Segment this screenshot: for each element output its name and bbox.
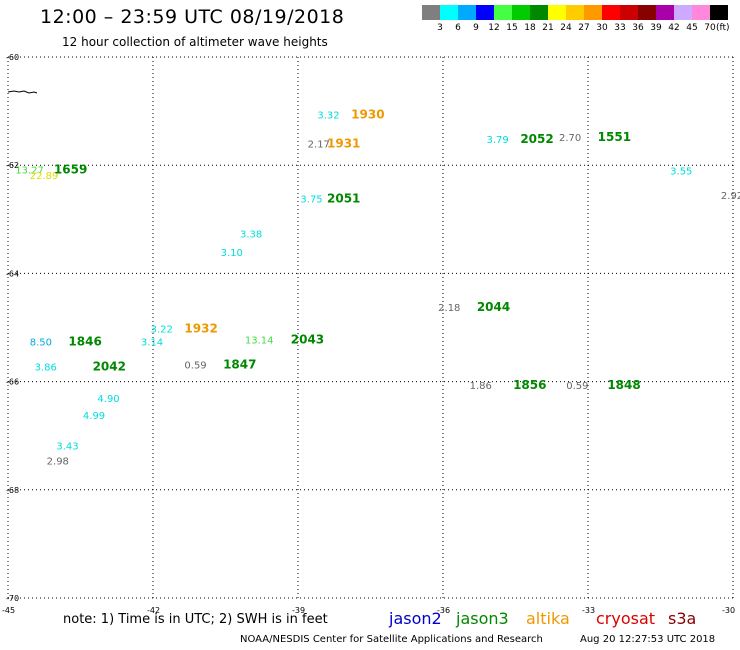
legend-swatch (620, 5, 638, 20)
wave-height-value: 1.86 (470, 381, 492, 392)
wave-height-value: 13.27 (15, 166, 44, 177)
wave-height-value: 3.38 (240, 229, 262, 240)
legend-label: 6 (455, 23, 461, 33)
legend-label: 45 (686, 23, 698, 33)
generated-timestamp: Aug 20 12:27:53 UTC 2018 (580, 634, 716, 645)
legend-label: 36 (632, 23, 644, 33)
map-subtitle: 12 hour collection of altimeter wave hei… (62, 35, 328, 49)
legend-label: 3 (437, 23, 443, 33)
wave-height-value: 13.14 (245, 335, 274, 346)
legend-swatch (440, 5, 458, 20)
legend-swatch (476, 5, 494, 20)
legend-swatch (638, 5, 656, 20)
wave-height-value: 2.92 (721, 191, 740, 202)
longitude-label: -33 (582, 606, 595, 615)
legend-label: 12 (488, 23, 500, 33)
wave-height-value: 3.55 (670, 167, 692, 178)
observation-time: 1930 (351, 107, 384, 121)
longitude-label: -36 (437, 606, 450, 615)
legend-label: 24 (560, 23, 572, 33)
wave-height-value: 3.79 (487, 135, 509, 146)
wave-height-value: 3.86 (35, 362, 57, 373)
legend-swatch (494, 5, 512, 20)
observation-time: 1931 (327, 137, 360, 151)
observation-time: 1932 (184, 322, 217, 336)
legend-label: 33 (614, 23, 626, 33)
legend-swatch (458, 5, 476, 20)
coastline-fragment (7, 90, 38, 94)
legend-swatch (512, 5, 530, 20)
legend-swatch (566, 5, 584, 20)
satellite-name: cryosat (596, 609, 656, 628)
wave-height-value: 0.59 (566, 381, 588, 392)
longitude-label: -45 (2, 606, 15, 615)
observation-time: 2043 (291, 332, 324, 346)
longitude-label: -39 (292, 606, 305, 615)
wave-height-value: 3.75 (300, 195, 322, 206)
wave-height-value: 22.89 (30, 171, 59, 182)
wave-height-value: 4.90 (97, 394, 119, 405)
legend-label: 30 (596, 23, 608, 33)
observation-time: 2051 (327, 192, 360, 206)
legend-swatch (602, 5, 620, 20)
satellite-name: s3a (668, 609, 697, 628)
wave-height-value: 2.17 (308, 140, 330, 151)
observation-time: 2044 (477, 300, 510, 314)
footer-note: note: 1) Time is in UTC; 2) SWH is in fe… (63, 612, 328, 627)
latitude-label: -66 (6, 378, 19, 387)
legend-label: 70 (704, 23, 716, 33)
legend-label: 27 (578, 23, 590, 33)
legend-swatch (548, 5, 566, 20)
wave-height-value: 4.99 (83, 411, 105, 422)
latitude-label: -62 (6, 161, 19, 170)
wave-height-value: 2.18 (438, 303, 460, 314)
legend-swatch (422, 5, 440, 20)
legend-label: 39 (650, 23, 662, 33)
legend-label: 18 (524, 23, 536, 33)
satellite-name: jason2 (389, 609, 442, 628)
observation-time: 1659 (54, 163, 87, 177)
latitude-label: -64 (6, 269, 19, 278)
legend-label: 15 (506, 23, 518, 33)
wave-height-value: 2.98 (47, 457, 69, 468)
wave-height-value: 3.14 (141, 338, 163, 349)
legend-swatch (656, 5, 674, 20)
latitude-label: -60 (6, 53, 19, 62)
latitude-label: -68 (6, 486, 19, 495)
observation-time: 1847 (223, 357, 256, 371)
legend-label: 9 (473, 23, 479, 33)
observation-time: 2052 (520, 132, 553, 146)
legend-swatch (710, 5, 728, 20)
legend-swatch (674, 5, 692, 20)
grid-lines (7, 56, 734, 599)
longitude-label: -30 (722, 606, 735, 615)
latitude-label: -70 (6, 594, 19, 603)
satellite-name: jason3 (456, 609, 509, 628)
legend-swatch (584, 5, 602, 20)
observation-time: 2042 (93, 359, 126, 373)
wave-height-value: 3.32 (317, 110, 339, 121)
map-title: 12:00 – 23:59 UTC 08/19/2018 (40, 6, 345, 28)
wave-height-value: 8.50 (30, 338, 52, 349)
legend-unit: (ft) (716, 23, 730, 33)
legend-swatch (530, 5, 548, 20)
observation-time: 1848 (607, 378, 640, 392)
wave-height-value: 2.70 (559, 133, 581, 144)
credit-text: NOAA/NESDIS Center for Satellite Applica… (240, 634, 543, 645)
observation-time: 1551 (598, 130, 631, 144)
legend-label: 21 (542, 23, 554, 33)
wave-height-value: 3.22 (151, 325, 173, 336)
axis-labels: -60 -62 -64 -66 -68 -70 -45 -42 -39 -36 -33 -30 (2, 53, 735, 615)
wave-height-value: 3.43 (56, 441, 78, 452)
legend-swatch (692, 5, 710, 20)
satellite-name: altika (526, 609, 570, 628)
observation-time: 1846 (68, 335, 101, 349)
legend-label: 42 (668, 23, 680, 33)
wave-height-value: 3.10 (221, 248, 243, 259)
longitude-label: -42 (147, 606, 160, 615)
wave-height-value: 0.59 (184, 360, 206, 371)
observation-time: 1856 (513, 378, 546, 392)
